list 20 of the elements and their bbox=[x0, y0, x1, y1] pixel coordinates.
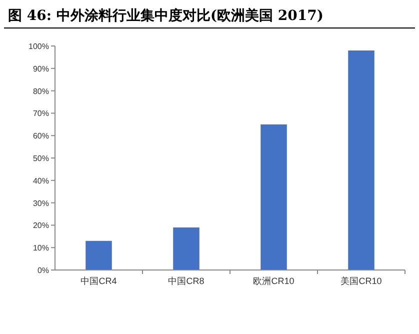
bar bbox=[173, 227, 200, 270]
y-tick-label: 30% bbox=[32, 198, 49, 208]
x-tick-label: 中国CR8 bbox=[168, 276, 204, 286]
y-tick-label: 20% bbox=[32, 221, 49, 230]
y-tick-label: 0% bbox=[37, 266, 49, 275]
y-tick-label: 10% bbox=[32, 244, 49, 253]
y-tick-label: 70% bbox=[32, 109, 49, 118]
x-tick-label: 美国CR10 bbox=[340, 276, 382, 286]
y-tick-label: 40% bbox=[32, 176, 49, 186]
x-tick-label: 欧洲CR10 bbox=[253, 276, 294, 286]
chart-title: 图 46: 中外涂料行业集中度对比(欧洲美国 2017) bbox=[8, 7, 324, 24]
bar bbox=[348, 50, 374, 270]
y-tick-label: 50% bbox=[32, 154, 49, 163]
bar bbox=[260, 124, 287, 270]
y-tick-label: 60% bbox=[32, 132, 49, 141]
bar bbox=[86, 240, 112, 270]
y-tick-label: 80% bbox=[32, 86, 49, 96]
y-tick-label: 100% bbox=[28, 42, 49, 51]
x-tick-label: 中国CR4 bbox=[80, 276, 117, 286]
y-tick-label: 90% bbox=[32, 64, 49, 74]
